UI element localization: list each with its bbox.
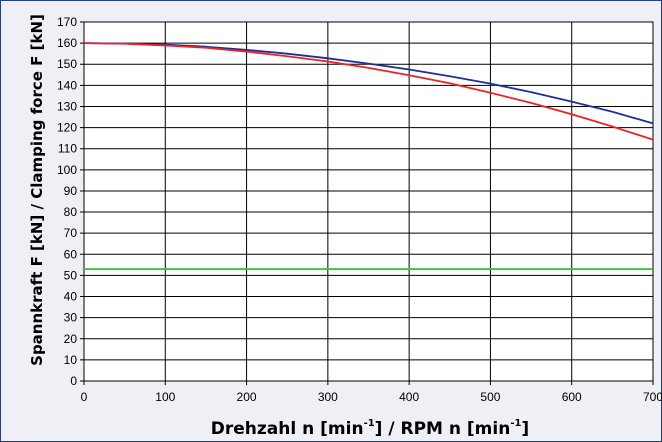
y-tick-label: 20 bbox=[64, 332, 78, 346]
y-tick-label: 50 bbox=[64, 268, 78, 282]
y-tick-label: 10 bbox=[64, 353, 78, 367]
x-axis-title-end: ] bbox=[521, 419, 529, 439]
x-tick-label: 0 bbox=[81, 390, 88, 404]
x-tick-label: 400 bbox=[399, 390, 419, 404]
y-tick-label: 0 bbox=[70, 374, 77, 388]
x-axis-title-mid: ] / RPM n [min bbox=[375, 419, 511, 439]
y-tick-label: 130 bbox=[57, 99, 77, 113]
y-tick-label: 80 bbox=[64, 205, 78, 219]
x-tick-label: 100 bbox=[155, 390, 175, 404]
x-tick-label: 300 bbox=[318, 390, 338, 404]
x-axis-title-main: Drehzahl n [min bbox=[211, 419, 364, 439]
y-tick-label: 120 bbox=[57, 121, 77, 135]
x-tick-labels: 0 100 200 300 400 500 600 700 bbox=[81, 390, 662, 404]
x-axis-title-sup1: -1 bbox=[364, 418, 375, 429]
y-tick-labels: 0 10 20 30 40 50 60 70 80 90 100 110 120 130 140 150 160… bbox=[57, 15, 77, 388]
y-tick-label: 30 bbox=[64, 311, 78, 325]
series-line-2 bbox=[83, 42, 654, 141]
x-tick-label: 600 bbox=[562, 390, 582, 404]
y-tick-label: 90 bbox=[64, 184, 78, 198]
x-axis-title: Drehzahl n [min-1] / RPM n [min-1] bbox=[211, 418, 529, 439]
y-tick-label: 140 bbox=[57, 78, 77, 92]
y-axis-title: Spannkraft F [kN] / Clamping force F [kN… bbox=[28, 14, 46, 366]
series-line-1 bbox=[83, 42, 654, 125]
y-tick-label: 170 bbox=[57, 15, 77, 29]
y-tick-label: 40 bbox=[64, 290, 78, 304]
y-tick-label: 150 bbox=[57, 57, 77, 71]
y-tick-label: 70 bbox=[64, 226, 78, 240]
x-tick-label: 200 bbox=[237, 390, 257, 404]
y-tick-label: 160 bbox=[57, 36, 77, 50]
plot-area bbox=[83, 21, 654, 382]
x-axis-title-sup2: -1 bbox=[510, 418, 521, 429]
series-layer bbox=[83, 42, 654, 270]
y-tick-label: 110 bbox=[58, 142, 77, 156]
y-tick-label: 100 bbox=[57, 163, 77, 177]
grid-lines bbox=[80, 21, 654, 385]
y-tick-label: 60 bbox=[64, 247, 78, 261]
x-tick-label: 700 bbox=[643, 390, 662, 404]
x-tick-label: 500 bbox=[480, 390, 500, 404]
